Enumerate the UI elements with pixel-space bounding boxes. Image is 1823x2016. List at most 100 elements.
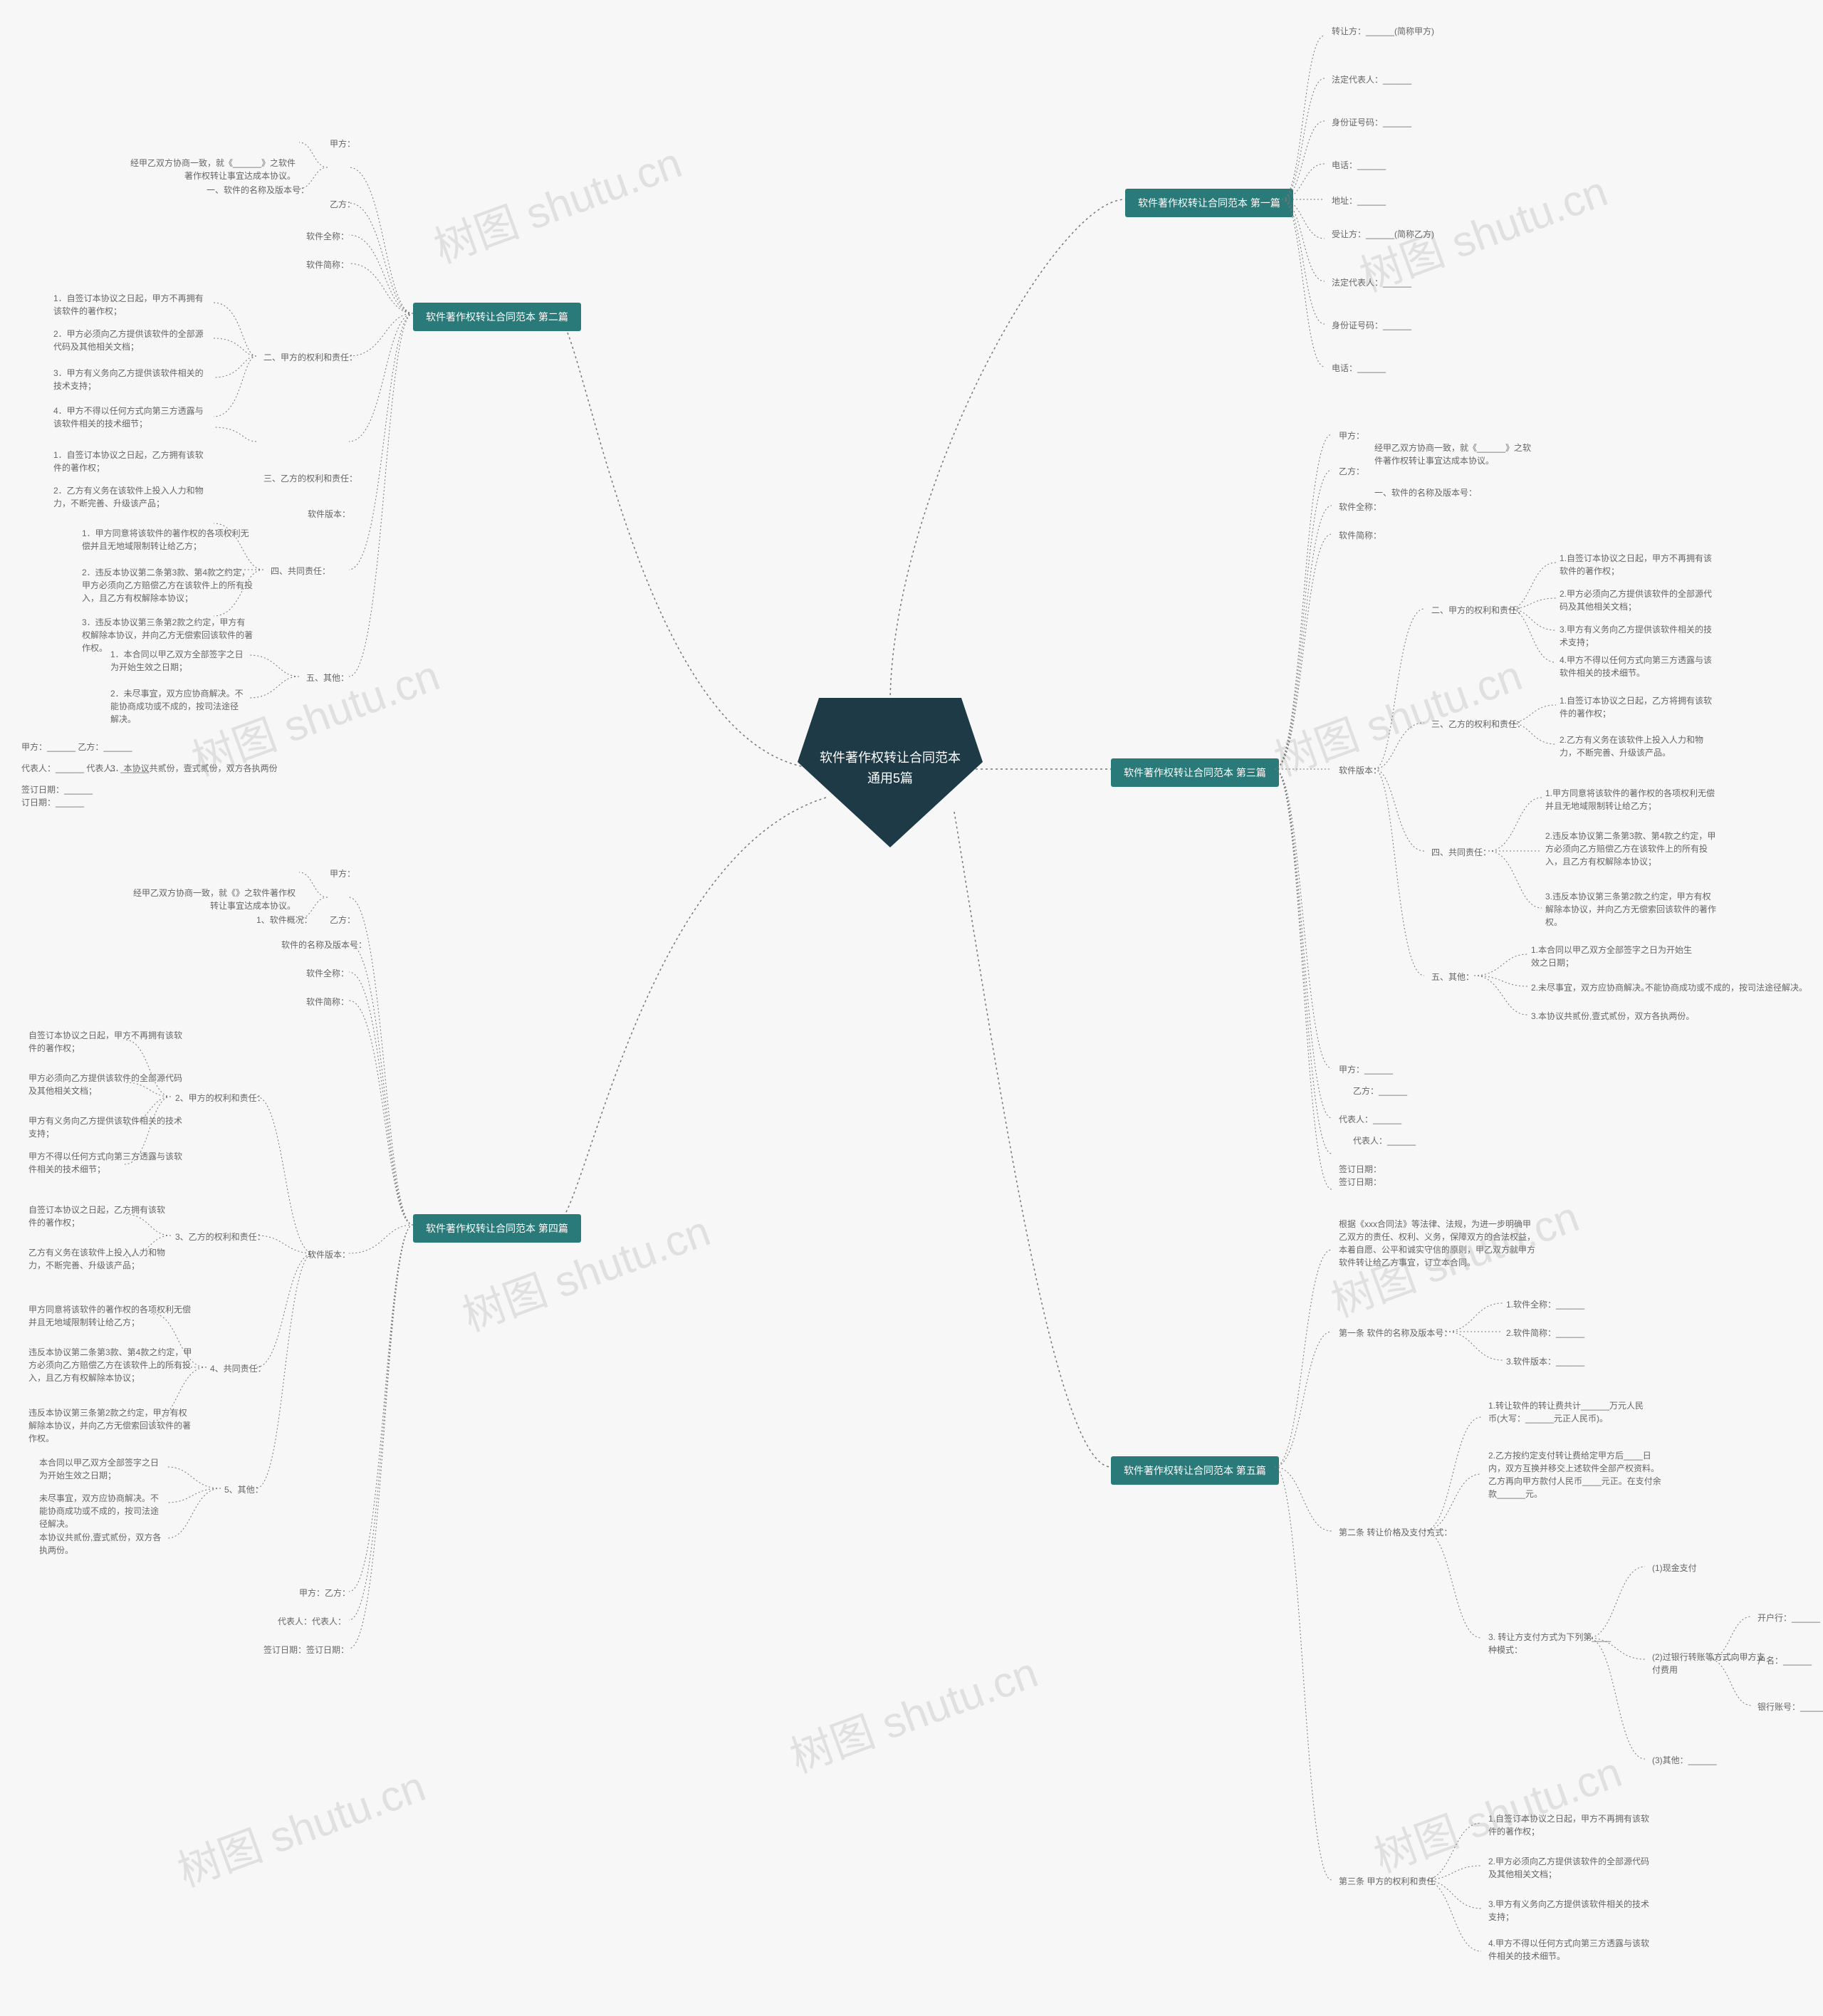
c2-s3b: 2．乙方有义务在该软件上投入人力和物力，不断完善、升级该产品； — [53, 484, 210, 510]
c1-n8: 身份证号码：______ — [1332, 319, 1411, 332]
c5-a2: 第二条 转让价格及支付方式： — [1339, 1526, 1452, 1539]
watermark: 树图 shutu.cn — [1265, 641, 1529, 788]
c2-ver: 软件版本： — [308, 508, 350, 521]
c4-s4a: 甲方同意将该软件的著作权的各项权利无偿并且无地域限制转让给乙方； — [28, 1303, 192, 1329]
c4-s2d: 甲方不得以任何方式向第三方透露与该软件相关的技术细节； — [28, 1150, 185, 1176]
c4-s5c: 本协议共贰份,壹式贰份，双方各执两份。 — [39, 1531, 164, 1557]
c2-foot4: 签订日期：______订日期：______ — [21, 783, 121, 809]
c2-abbr: 软件简称： — [306, 258, 349, 271]
chapter-5[interactable]: 软件著作权转让合同范本 第五篇 — [1111, 1456, 1279, 1485]
c1-n6: 受让方：______(简称乙方) — [1332, 228, 1460, 241]
c2-foot1: 甲方：______ 乙方：______ — [21, 741, 132, 753]
c2-full: 软件全称： — [306, 230, 349, 243]
c3-sec3: 三、乙方的权利和责任： — [1431, 718, 1525, 731]
c2-intro: 经甲乙双方协商一致，就《______》之软件著作权转让事宜达成本协议。 — [128, 157, 296, 182]
c1-n7: 法定代表人：______ — [1332, 276, 1411, 289]
c4-s4c: 违反本协议第三条第2款之约定，甲方有权解除本协议，并向乙方无偿索回该软件的著作权… — [28, 1406, 192, 1445]
c5-lines — [0, 0, 1823, 2016]
c5-a1: 第一条 软件的名称及版本号： — [1339, 1327, 1452, 1339]
c4-jia: 甲方： — [330, 867, 355, 880]
c1-n1: 转让方：______(简称甲方) — [1332, 25, 1460, 38]
c2-sec3: 三、乙方的权利和责任： — [263, 472, 357, 485]
c4-date: 签订日期：签订日期： — [263, 1644, 349, 1656]
c4-s4b: 违反本协议第二条第3款、第4款之约定，甲方必须向乙方赔偿乙方在该软件上的所有投入… — [28, 1346, 192, 1384]
c3-rep: 代表人：______ — [1339, 1113, 1401, 1126]
connector-layer — [0, 0, 1823, 2016]
c5-m2a: 开户行：______ — [1757, 1612, 1820, 1624]
c4-sec3: 3、乙方的权利和责任： — [175, 1231, 266, 1243]
c3-s3a: 1.自签订本协议之日起，乙方将拥有该软件的著作权； — [1560, 694, 1716, 720]
c2-s2a: 1．自签订本协议之日起，甲方不再拥有该软件的著作权； — [53, 292, 210, 318]
c5-a1c: 3.软件版本：______ — [1506, 1355, 1584, 1368]
c5-a22: 2.乙方按约定支付转让费给定甲方后____日内，双方互换并移交上述软件全部产权资… — [1488, 1449, 1666, 1500]
c4-s2a: 自签订本协议之日起，甲方不再拥有该软件的著作权； — [28, 1029, 185, 1055]
c3-sec2: 二、甲方的权利和责任： — [1431, 604, 1525, 617]
c3-abbr: 软件简称： — [1339, 529, 1381, 542]
c5-a1a: 1.软件全称：______ — [1506, 1298, 1584, 1311]
c5-m2c: 银行账号：______ — [1757, 1701, 1823, 1713]
c4-full: 软件全称： — [306, 967, 349, 980]
c2-yi: 乙方： — [330, 198, 355, 211]
c3-s2c: 3.甲方有义务向乙方提供该软件相关的技术支持； — [1560, 623, 1716, 649]
c2-sec4: 四、共同责任： — [271, 565, 330, 578]
c2-sub1: 一、软件的名称及版本号： — [207, 184, 309, 197]
c5-m1: (1)现金支付 — [1652, 1562, 1697, 1574]
c5-m2b: 户名：______ — [1757, 1654, 1812, 1667]
chapter-1[interactable]: 软件著作权转让合同范本 第一篇 — [1125, 189, 1293, 217]
watermark: 树图 shutu.cn — [780, 1638, 1045, 1785]
c2-s2c: 3．甲方有义务向乙方提供该软件相关的技术支持； — [53, 367, 210, 392]
c4-foot: 甲方：乙方： — [299, 1587, 350, 1599]
chapter-3[interactable]: 软件著作权转让合同范本 第三篇 — [1111, 758, 1279, 787]
c3-lines — [0, 0, 1823, 2016]
c3-s5c: 不能协商成功或不成的，按司法途径解决。 — [1645, 981, 1807, 994]
c5-m2: (2)过银行转账等方式向甲方支付费用 — [1652, 1651, 1773, 1676]
c2-lines — [0, 0, 1823, 2016]
c2-s4b: 2．违反本协议第二条第3款、第4款之约定，甲方必须向乙方赔偿乙方在该软件上的所有… — [82, 566, 253, 605]
c5-a23: 3. 转让方支付方式为下列第____种模式： — [1488, 1631, 1613, 1656]
c3-sub1: 一、软件的名称及版本号： — [1374, 486, 1477, 499]
c2-s5a: 1．本合同以甲乙双方全部签字之日为开始生效之日期； — [110, 648, 246, 674]
c5-a3: 第三条 甲方的权利和责任 — [1339, 1875, 1435, 1888]
c4-abbr: 软件简称： — [306, 996, 349, 1008]
c3-yi: 乙方： — [1339, 465, 1364, 478]
c1-n4: 电话：______ — [1332, 159, 1386, 172]
c3-jia: 甲方： — [1339, 429, 1364, 442]
c1-n2: 法定代表人：______ — [1332, 73, 1411, 86]
c3-s5a: 1.本合同以甲乙双方全部签字之日为开始生效之日期； — [1531, 944, 1695, 969]
chapter-4[interactable]: 软件著作权转让合同范本 第四篇 — [413, 1214, 581, 1243]
c5-a3c: 3.甲方有义务向乙方提供该软件相关的技术支持； — [1488, 1898, 1652, 1923]
c3-s4a: 1.甲方同意将该软件的著作权的各项权利无偿并且无地域限制转让给乙方； — [1545, 787, 1716, 813]
c2-sec2: 二、甲方的权利和责任： — [263, 351, 357, 364]
c3-rep2: 代表人：______ — [1353, 1134, 1416, 1147]
c5-a3a: 1.自签订本协议之日起，甲方不再拥有该软件的著作权； — [1488, 1812, 1652, 1838]
c3-s2b: 2.甲方必须向乙方提供该软件的全部源代码及其他相关文档； — [1560, 587, 1716, 613]
c2-s2b: 2．甲方必须向乙方提供该软件的全部源代码及其他相关文档； — [53, 328, 210, 353]
watermark: 树图 shutu.cn — [168, 1752, 432, 1899]
c1-n9: 电话：______ — [1332, 362, 1386, 375]
c1-n5: 地址：______ — [1332, 194, 1386, 207]
c4-s2b: 甲方必须向乙方提供该软件的全部源代码及其他相关文档； — [28, 1072, 185, 1097]
c3-ver: 软件版本： — [1339, 764, 1381, 777]
c4-lines — [0, 0, 1823, 2016]
c4-s5a: 本合同以甲乙双方全部签字之日为开始生效之日期； — [39, 1456, 164, 1482]
center-label: 软件著作权转让合同范本通用5篇 — [798, 748, 983, 789]
c4-rep: 代表人：代表人： — [278, 1615, 346, 1628]
c2-s5b: 2．未尽事宜，双方应协商解决。不能协商成功或不成的，按司法途径解决。 — [110, 687, 246, 726]
c2-sec5: 五、其他： — [306, 672, 349, 684]
c4-lbl1: 1、软件概况： — [256, 914, 313, 926]
c3-s2a: 1.自签订本协议之日起，甲方不再拥有该软件的著作权； — [1560, 552, 1716, 578]
c3-sec5: 五、其他： — [1431, 971, 1474, 983]
c4-sub1: 软件的名称及版本号： — [281, 939, 367, 951]
c2-foot3: 3．本协议共贰份，壹式贰份，双方各执两份 — [110, 762, 278, 775]
watermark: 树图 shutu.cn — [424, 128, 689, 275]
center-node: 软件著作权转让合同范本通用5篇 — [798, 698, 983, 847]
c3-intro: 经甲乙双方协商一致，就《______》之软件著作权转让事宜达成本协议。 — [1374, 442, 1538, 467]
c4-yi: 乙方： — [330, 914, 355, 926]
c4-intro: 经甲乙双方协商一致，就《》之软件著作权转让事宜达成本协议。 — [128, 887, 296, 912]
c3-full: 软件全称： — [1339, 501, 1381, 513]
c3-sec4: 四、共同责任： — [1431, 846, 1491, 859]
chapter-2[interactable]: 软件著作权转让合同范本 第二篇 — [413, 303, 581, 331]
c5-a3b: 2.甲方必须向乙方提供该软件的全部源代码及其他相关文档； — [1488, 1855, 1652, 1881]
c5-intro: 根据《xxx合同法》等法律、法规，为进一步明确甲乙双方的责任、权利、义务，保障双… — [1339, 1218, 1538, 1269]
c4-ver: 软件版本： — [308, 1248, 350, 1261]
